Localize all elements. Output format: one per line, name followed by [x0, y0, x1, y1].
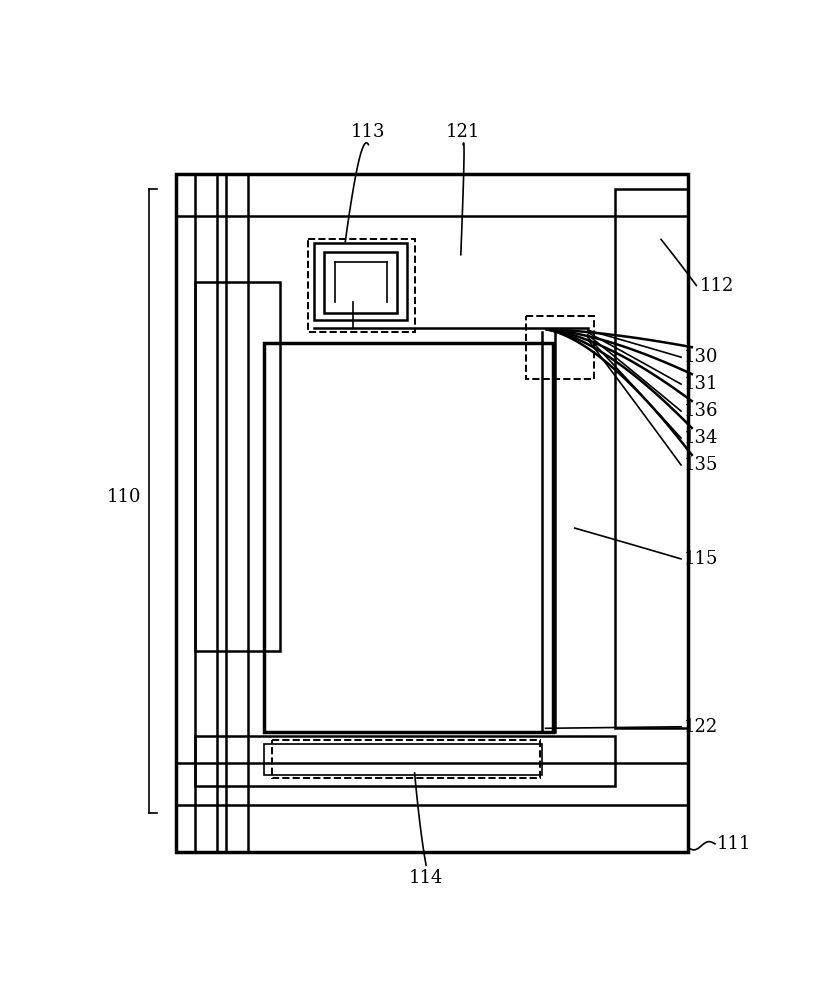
Text: 135: 135	[684, 456, 718, 474]
Text: 134: 134	[684, 429, 718, 447]
Bar	[264, 343, 553, 732]
Bar	[308, 239, 415, 332]
Text: 136: 136	[684, 402, 719, 420]
Bar	[614, 189, 688, 728]
Bar	[176, 174, 688, 216]
Text: 121: 121	[446, 123, 481, 141]
Text: 122: 122	[684, 718, 718, 736]
Bar	[273, 740, 540, 778]
Text: 110: 110	[106, 488, 140, 506]
Bar	[195, 282, 280, 651]
Text: 114: 114	[409, 869, 443, 887]
Text: 130: 130	[684, 348, 719, 366]
Bar	[324, 252, 397, 312]
Text: 113: 113	[351, 123, 385, 141]
Bar	[264, 744, 542, 775]
Bar	[195, 174, 217, 852]
Bar	[314, 243, 407, 320]
Bar	[526, 316, 594, 379]
Text: 111: 111	[716, 835, 751, 853]
Text: 112: 112	[700, 277, 734, 295]
Bar	[176, 763, 688, 805]
Bar	[176, 174, 688, 852]
Bar	[226, 174, 247, 852]
Text: 131: 131	[684, 375, 719, 393]
Text: 115: 115	[684, 550, 718, 568]
Bar	[195, 736, 614, 786]
